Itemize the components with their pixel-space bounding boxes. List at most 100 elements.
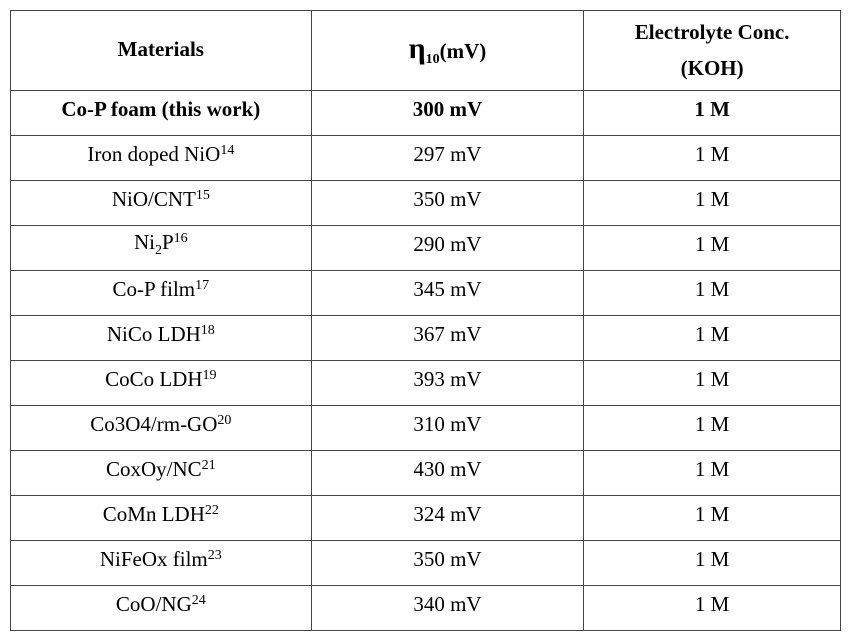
material-cell: Co-P film17 <box>10 270 312 316</box>
material-cell: Co3O4/rm-GO20 <box>10 405 312 451</box>
text-segment: (mV) <box>439 38 487 63</box>
table-row: Ni2P16 290 mV 1 M <box>10 225 841 271</box>
conc-value: 1 M <box>694 186 730 211</box>
text-segment: 23 <box>207 547 222 563</box>
table-row: NiCo LDH18 367 mV 1 M <box>10 315 841 361</box>
eta-cell: 297 mV <box>310 135 585 181</box>
eta-cell: 350 mV <box>310 540 585 586</box>
conc-cell: 1 M <box>583 180 841 226</box>
text-segment: CoO/NG <box>115 591 192 616</box>
table-row: CoxOy/NC21 430 mV 1 M <box>10 450 841 496</box>
eta-value: 430 mV <box>413 456 482 481</box>
table-row: NiFeOx film23 350 mV 1 M <box>10 540 841 586</box>
comparison-table: Materials η10(mV) Electrolyte Conc. (KOH)… <box>10 10 841 631</box>
eta-cell: 290 mV <box>310 225 585 271</box>
eta-cell: 310 mV <box>310 405 585 451</box>
material-cell: CoxOy/NC21 <box>10 450 312 496</box>
table-row: CoMn LDH22 324 mV 1 M <box>10 495 841 541</box>
text-segment: Ni <box>133 229 155 254</box>
eta-cell: 367 mV <box>310 315 585 361</box>
eta-value: 297 mV <box>413 141 482 166</box>
conc-cell: 1 M <box>583 495 841 541</box>
eta-cell: 393 mV <box>310 360 585 406</box>
conc-value: 1 M <box>694 456 730 481</box>
material-cell: CoCo LDH19 <box>10 360 312 406</box>
conc-cell: 1 M <box>583 450 841 496</box>
eta-value: 300 mV <box>412 96 483 121</box>
eta-cell: 430 mV <box>310 450 585 496</box>
conc-value: 1 M <box>694 141 730 166</box>
material-cell: NiFeOx film23 <box>10 540 312 586</box>
table-body: Co-P foam (this work) 300 mV 1 M Iron doped… <box>10 90 841 631</box>
text-segment: CoMn LDH <box>102 501 205 526</box>
text-segment: η <box>408 31 426 65</box>
text-segment: 14 <box>220 142 235 158</box>
conc-value: 1 M <box>694 96 730 121</box>
conc-value: 1 M <box>694 231 730 256</box>
table-row: Co3O4/rm-GO20 310 mV 1 M <box>10 405 841 451</box>
conc-cell: 1 M <box>583 270 841 316</box>
material-cell: NiCo LDH18 <box>10 315 312 361</box>
header-cell: η10(mV) <box>310 10 585 91</box>
text-segment: P <box>161 229 174 254</box>
text-segment: 2 <box>154 242 162 258</box>
text-segment: 16 <box>173 230 188 246</box>
text-segment: 24 <box>191 592 206 608</box>
eta-value: 310 mV <box>413 411 482 436</box>
material-cell: Iron doped NiO14 <box>10 135 312 181</box>
eta-value: 393 mV <box>413 366 482 391</box>
text-segment: NiCo LDH <box>106 321 201 346</box>
eta-value: 350 mV <box>413 186 482 211</box>
text-segment: 18 <box>200 322 215 338</box>
conc-value: 1 M <box>694 546 730 571</box>
eta-cell: 300 mV <box>310 90 585 136</box>
table-row: Co-P film17 345 mV 1 M <box>10 270 841 316</box>
conc-cell: 1 M <box>583 135 841 181</box>
text-segment: 20 <box>217 412 232 428</box>
eta-cell: 350 mV <box>310 180 585 226</box>
text-segment: 21 <box>201 457 216 473</box>
eta-cell: 345 mV <box>310 270 585 316</box>
text-segment: CoxOy/NC <box>105 456 202 481</box>
header-cell: Electrolyte Conc. (KOH) <box>583 10 841 91</box>
conc-cell: 1 M <box>583 315 841 361</box>
eta-value: 324 mV <box>413 501 482 526</box>
eta-value: 367 mV <box>413 321 482 346</box>
table-row: CoO/NG24 340 mV 1 M <box>10 585 841 631</box>
eta-cell: 340 mV <box>310 585 585 631</box>
text-segment: 10 <box>425 51 440 67</box>
material-cell: CoO/NG24 <box>10 585 312 631</box>
eta-cell: 324 mV <box>310 495 585 541</box>
text-segment: NiFeOx film <box>99 546 208 571</box>
conc-cell: 1 M <box>583 540 841 586</box>
text-segment: Iron doped NiO <box>87 141 221 166</box>
conc-cell: 1 M <box>583 405 841 451</box>
conc-value: 1 M <box>694 501 730 526</box>
text-segment: NiO/CNT <box>111 186 196 211</box>
table-row: CoCo LDH19 393 mV 1 M <box>10 360 841 406</box>
conc-cell: 1 M <box>583 585 841 631</box>
conc-cell: 1 M <box>583 90 841 136</box>
eta-value: 345 mV <box>413 276 482 301</box>
conc-value: 1 M <box>694 591 730 616</box>
conc-value: 1 M <box>694 276 730 301</box>
header-text: Electrolyte Conc. <box>634 19 790 44</box>
eta-value: 290 mV <box>413 231 482 256</box>
text-segment: Co3O4/rm-GO <box>90 411 218 436</box>
header-text: (KOH) <box>680 55 744 80</box>
text-segment: Co-P foam (this work) <box>61 96 261 121</box>
conc-value: 1 M <box>694 366 730 391</box>
eta-value: 350 mV <box>413 546 482 571</box>
material-cell: Ni2P16 <box>10 225 312 271</box>
conc-value: 1 M <box>694 321 730 346</box>
text-segment: 19 <box>202 367 217 383</box>
material-cell: Co-P foam (this work) <box>10 90 312 136</box>
conc-cell: 1 M <box>583 360 841 406</box>
header-text: Materials <box>117 37 204 61</box>
header-row: Materials η10(mV) Electrolyte Conc. (KOH) <box>10 10 841 91</box>
text-segment: Co-P film <box>112 276 196 301</box>
conc-cell: 1 M <box>583 225 841 271</box>
header-cell: Materials <box>10 10 312 91</box>
material-cell: NiO/CNT15 <box>10 180 312 226</box>
